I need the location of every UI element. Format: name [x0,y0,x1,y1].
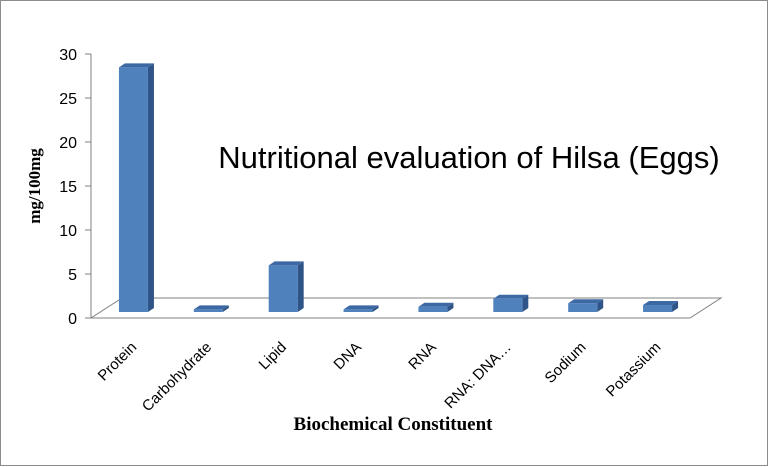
bar-side [672,300,679,312]
bar-side [372,305,379,312]
bar-front [418,306,448,312]
bar-top [643,300,679,305]
bars [118,63,679,312]
bar-side [147,63,154,312]
x-tick-label: Protein [95,339,141,385]
y-axis: 0 5 10 15 20 25 30 [59,47,92,328]
chart-floor [89,297,723,319]
y-tick-label: 25 [59,91,77,108]
bar [493,294,529,312]
chart-title: Nutritional evaluation of Hilsa (Eggs) [218,140,719,175]
bar-top [418,302,454,307]
y-tick-label: 0 [68,311,77,328]
bar [193,305,229,312]
bar-front [193,309,223,312]
x-tick-label: Lipid [256,339,290,373]
bar-top [118,63,154,68]
bar-front [118,67,148,312]
bar-front [493,298,523,312]
bar-side [447,302,454,312]
bar-front [343,309,373,312]
bar-side [297,261,304,312]
y-tick-label: 10 [59,223,77,240]
floor-plane [89,297,723,319]
x-tick-label: DNA [330,339,364,373]
x-tick-label: RNA [405,339,439,373]
x-tick-label: Sodium [542,339,590,387]
bar [568,299,604,312]
y-tick-label: 20 [59,135,77,152]
bar-top [568,299,604,304]
bar [643,300,679,312]
x-tick-label: RNA: DNA… [441,339,514,412]
bar [268,261,304,312]
bar-top [493,294,529,299]
y-tick-label: 15 [59,179,77,196]
bar-front [643,304,673,312]
bar-front [268,265,298,312]
bar-top [268,261,304,266]
bar [118,63,154,312]
y-tick-label: 5 [68,267,77,284]
bar [343,305,379,312]
y-tick-label: 30 [59,47,77,64]
y-axis-title: mg/100mg [25,148,44,224]
bar-side [222,305,229,312]
bar-side [522,294,529,312]
x-tick-label: Carbohydrate [139,339,215,415]
bar-front [568,303,598,312]
x-axis-title: Biochemical Constituent [294,414,494,435]
x-tick-label: Potassium [603,339,665,401]
bar-side [597,299,604,312]
bar-top [343,305,379,310]
bar [418,302,454,312]
bar-top [193,305,229,310]
